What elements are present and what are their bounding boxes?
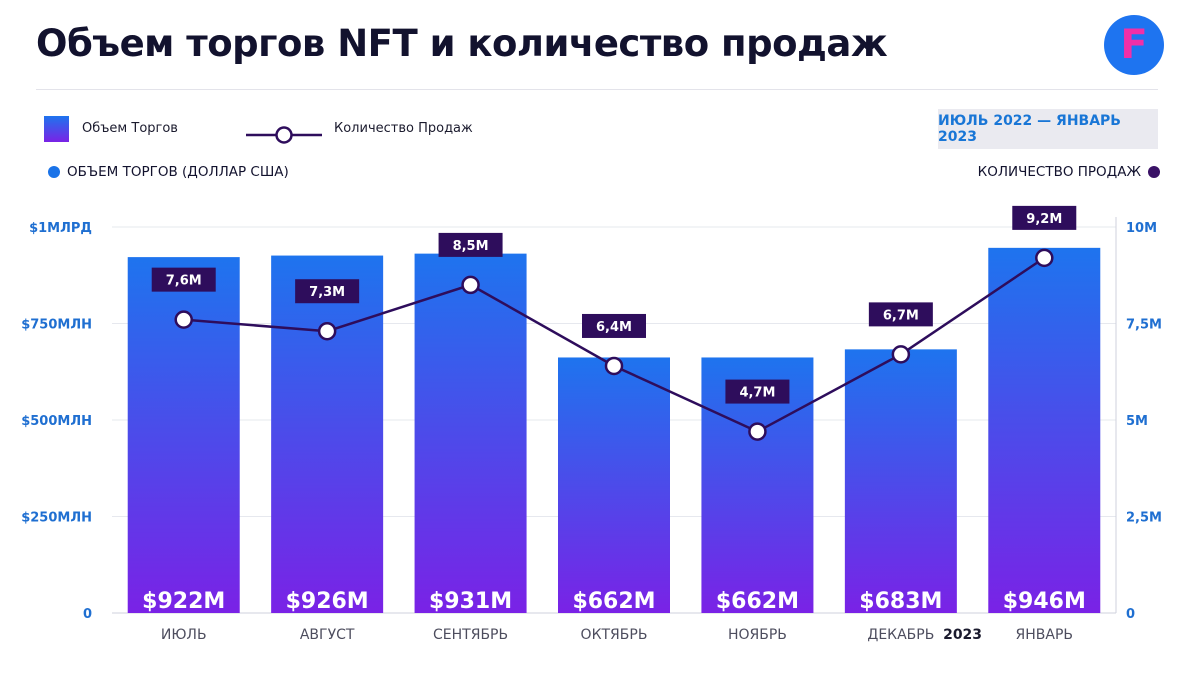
sales-point	[891, 345, 911, 364]
left-tick-label: $500МЛН	[21, 414, 92, 429]
brand-logo-letter: F	[1120, 22, 1148, 68]
legend-bar-swatch	[44, 116, 69, 142]
right-tick-label: 10M	[1126, 221, 1157, 236]
left-tick-label: $750МЛН	[21, 318, 92, 333]
sales-value-label: 6,7M	[883, 308, 919, 323]
bar-value-label: $683M	[859, 589, 942, 614]
left-axis-dot-icon	[48, 166, 60, 178]
bar	[844, 349, 957, 613]
sales-label-box	[438, 232, 503, 257]
right-tick-label: 7,5M	[1126, 318, 1162, 333]
sales-point	[604, 356, 624, 376]
bar-value-label: $662M	[572, 589, 655, 614]
sales-label-box	[295, 279, 360, 304]
right-tick-label: 0	[1126, 607, 1135, 622]
bar	[988, 247, 1101, 613]
sales-value-label: 9,2M	[1026, 212, 1062, 227]
bar-value-label: $922M	[142, 589, 225, 614]
category-label: ОКТЯБРЬ	[581, 627, 648, 643]
category-label: ЯНВАРЬ	[1016, 627, 1073, 643]
bar	[271, 255, 384, 613]
sales-label-box	[151, 267, 216, 292]
sales-label-box	[582, 313, 646, 338]
labels: 0 $250МЛН $500МЛН $750МЛН $1МЛРД 0 2,5M 5M 7,5M 1…	[21, 205, 1162, 643]
legend-line-label: Количество Продаж	[334, 121, 473, 136]
bar	[558, 357, 670, 613]
sales-point	[317, 321, 337, 341]
chart-title: Объем торгов NFT и количество продаж	[36, 22, 888, 65]
year-marker: 2023	[943, 627, 982, 643]
bar-value-label: $662M	[716, 589, 799, 614]
left-tick-label: 0	[83, 607, 92, 622]
header-divider	[36, 89, 1158, 90]
sales-label-box	[868, 302, 933, 327]
right-axis-dot-icon	[1148, 166, 1160, 178]
right-axis-title: КОЛИЧЕСТВО ПРОДАЖ	[978, 164, 1160, 180]
bar	[414, 253, 527, 613]
sales-point	[174, 310, 193, 329]
period-badge: ИЮЛЬ 2022 — ЯНВАРЬ 2023	[938, 109, 1158, 149]
left-tick-label: $250МЛН	[21, 511, 92, 526]
sales-label-box	[1012, 205, 1077, 230]
left-axis-title-text: ОБЪЕМ ТОРГОВ (ДОЛЛАР США)	[67, 164, 289, 180]
sales-value-label: 4,7M	[739, 386, 775, 401]
sales-value-label: 7,6M	[166, 274, 202, 289]
category-label: СЕНТЯБРЬ	[433, 627, 508, 643]
category-label: АВГУСТ	[300, 627, 355, 643]
bar-value-label: $931M	[429, 589, 512, 614]
category-label: НОЯБРЬ	[728, 627, 787, 643]
sales-point	[748, 422, 767, 441]
bar-value-label: $946M	[1003, 589, 1086, 614]
sales-point	[1035, 248, 1054, 268]
right-tick-label: 2,5M	[1126, 511, 1162, 526]
right-tick-label: 5M	[1126, 414, 1148, 429]
sales-value-label: 8,5M	[453, 239, 489, 254]
right-axis-title-text: КОЛИЧЕСТВО ПРОДАЖ	[977, 164, 1141, 180]
brand-logo: F	[1104, 15, 1164, 75]
left-axis-title: ОБЪЕМ ТОРГОВ (ДОЛЛАР США)	[48, 164, 289, 180]
legend-bar-label: Объем Торгов	[82, 121, 178, 136]
sales-value-label: 6,4M	[596, 320, 632, 335]
bar-value-label: $926M	[286, 589, 369, 614]
sales-label-box	[725, 379, 790, 404]
sales-value-label: 7,3M	[309, 285, 345, 300]
category-label: ИЮЛЬ	[161, 627, 207, 643]
sales-point	[461, 275, 480, 295]
legend-line-swatch	[246, 126, 322, 144]
left-tick-label: $1МЛРД	[29, 221, 92, 236]
bars	[127, 247, 1101, 613]
category-label: ДЕКАБРЬ	[867, 627, 934, 643]
sales-line	[174, 248, 1054, 441]
